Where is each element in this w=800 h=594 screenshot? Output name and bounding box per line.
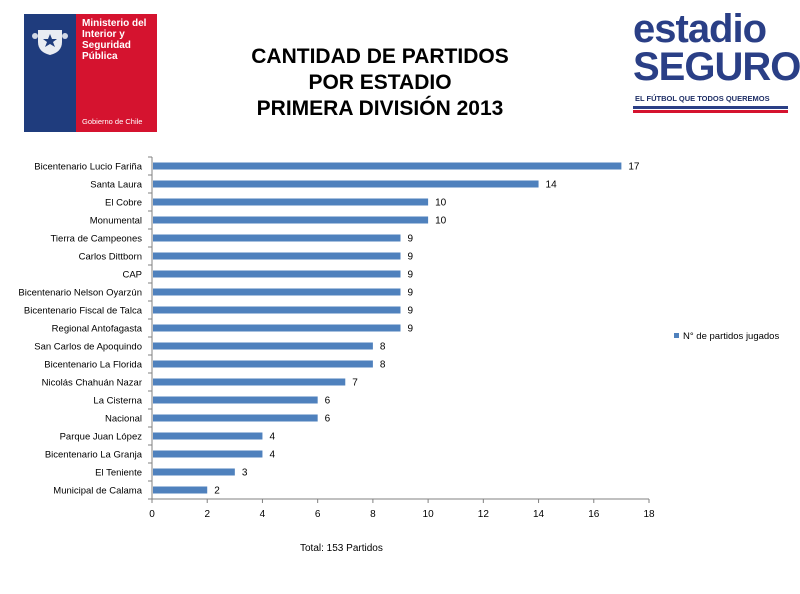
data-label: 8	[380, 342, 386, 353]
category-label: Carlos Dittborn	[79, 252, 142, 263]
data-label: 10	[435, 216, 447, 227]
data-label: 9	[408, 234, 414, 245]
category-label: El Cobre	[105, 198, 142, 209]
ministry-name: Ministerio del Interior y Seguridad Públ…	[82, 18, 147, 62]
data-label: 9	[408, 288, 414, 299]
category-label: Bicentenario Lucio Fariña	[34, 162, 142, 173]
data-label: 6	[325, 414, 331, 425]
bar	[153, 306, 401, 314]
x-tick-label: 8	[370, 509, 376, 520]
data-label: 9	[408, 306, 414, 317]
category-label: Bicentenario Fiscal de Talca	[24, 306, 143, 317]
data-label: 7	[352, 378, 358, 389]
bar	[153, 180, 539, 188]
category-label: La Cisterna	[93, 396, 142, 407]
data-label: 9	[408, 270, 414, 281]
category-label: Parque Juan López	[60, 432, 143, 443]
category-label: Nacional	[105, 414, 142, 425]
total-note: Total: 153 Partidos	[300, 543, 383, 554]
bar	[153, 162, 622, 170]
title-line: PRIMERA DIVISIÓN 2013	[256, 97, 504, 120]
government-label: Gobierno de Chile	[82, 117, 143, 126]
bar	[153, 270, 401, 278]
bar	[153, 324, 401, 332]
x-tick-label: 12	[478, 509, 490, 520]
category-label: Bicentenario Nelson Oyarzún	[18, 288, 142, 299]
data-label: 3	[242, 468, 248, 479]
brand-stripe-red	[633, 110, 788, 113]
data-label: 4	[269, 450, 275, 461]
title-line: CANTIDAD DE PARTIDOS	[251, 45, 509, 68]
category-label: Bicentenario La Granja	[45, 450, 143, 461]
ministry-logo-blue-panel	[24, 14, 76, 132]
bar	[153, 288, 401, 296]
category-label: Municipal de Calama	[53, 486, 142, 497]
bar	[153, 486, 208, 494]
bar	[153, 396, 318, 404]
bar	[153, 450, 263, 458]
bar	[153, 342, 373, 350]
category-label: Monumental	[90, 216, 142, 227]
x-tick-label: 0	[149, 509, 155, 520]
category-label: CAP	[122, 270, 142, 281]
data-label: 2	[214, 486, 220, 497]
bar	[153, 360, 373, 368]
data-label: 10	[435, 198, 447, 209]
bar	[153, 468, 235, 476]
legend-label: N° de partidos jugados	[683, 331, 779, 342]
ministry-logo: Ministerio del Interior y Seguridad Públ…	[24, 14, 157, 132]
category-label: San Carlos de Apoquindo	[34, 342, 142, 353]
data-label: 4	[269, 432, 275, 443]
data-label: 8	[380, 360, 386, 371]
x-tick-label: 4	[260, 509, 266, 520]
data-label: 9	[408, 324, 414, 335]
bar	[153, 216, 429, 224]
page-title: CANTIDAD DE PARTIDOS POR ESTADIO PRIMERA…	[200, 44, 560, 122]
bar	[153, 378, 346, 386]
category-label: Regional Antofagasta	[52, 324, 143, 335]
estadio-seguro-logo: estadio SEGURO EL FÚTBOL QUE TODOS QUERE…	[633, 7, 800, 118]
category-label: Bicentenario La Florida	[44, 360, 142, 371]
x-tick-label: 2	[204, 509, 210, 520]
data-label: 14	[546, 180, 558, 191]
brand-line-2: SEGURO	[633, 45, 800, 89]
category-label: Santa Laura	[90, 180, 142, 191]
brand-stripe-blue	[633, 106, 788, 109]
x-tick-label: 14	[533, 509, 545, 520]
category-label: El Teniente	[95, 468, 142, 479]
bar	[153, 252, 401, 260]
category-label: Nicolás Chahuán Nazar	[42, 378, 142, 389]
bar	[153, 414, 318, 422]
x-tick-label: 6	[315, 509, 321, 520]
coat-of-arms-icon	[32, 30, 68, 55]
title-line: POR ESTADIO	[308, 71, 452, 94]
ministry-logo-red-panel: Ministerio del Interior y Seguridad Públ…	[76, 14, 157, 132]
data-label: 17	[628, 162, 640, 173]
data-label: 9	[408, 252, 414, 263]
legend-swatch	[674, 333, 679, 338]
x-tick-label: 18	[643, 509, 655, 520]
x-tick-label: 16	[588, 509, 600, 520]
data-label: 6	[325, 396, 331, 407]
brand-line-1: estadio	[633, 7, 767, 51]
bar	[153, 432, 263, 440]
bar	[153, 198, 429, 206]
brand-tagline: EL FÚTBOL QUE TODOS QUEREMOS	[635, 94, 770, 103]
category-label: Tierra de Campeones	[50, 234, 142, 245]
bar	[153, 234, 401, 242]
x-tick-label: 10	[423, 509, 435, 520]
